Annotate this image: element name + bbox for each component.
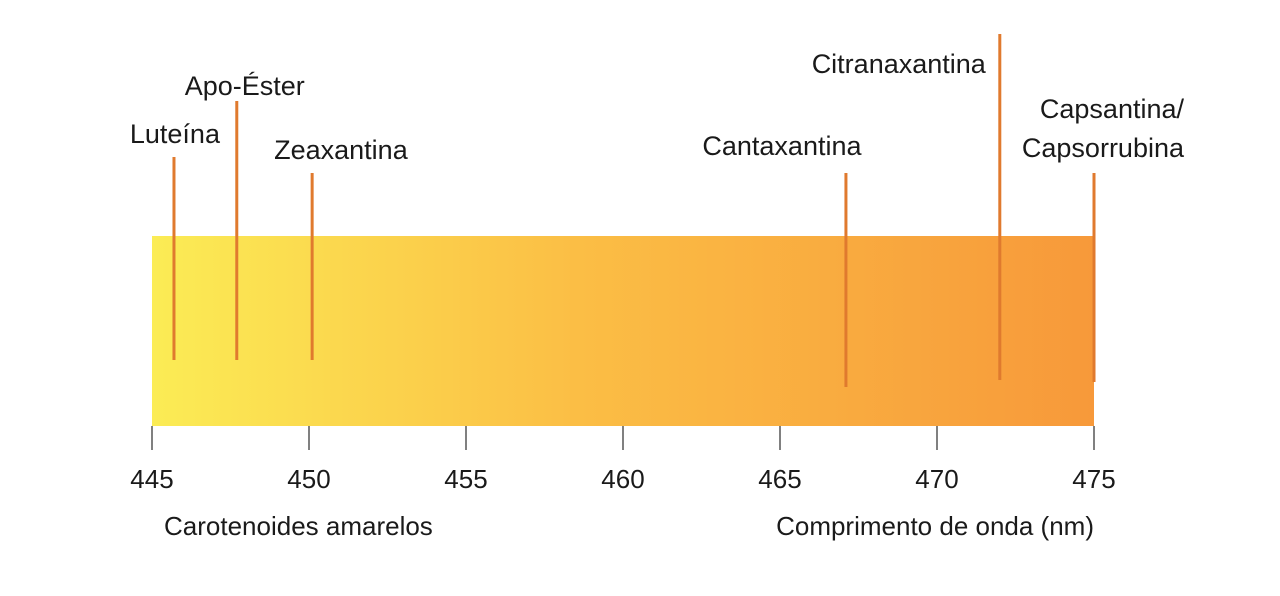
marker-label: Capsantina/ xyxy=(1040,94,1185,124)
marker-label-line2: Capsorrubina xyxy=(1022,133,1185,163)
tick-label: 445 xyxy=(130,464,173,494)
tick-label: 475 xyxy=(1072,464,1115,494)
left-caption: Carotenoides amarelos xyxy=(164,511,433,541)
marker-label: Cantaxantina xyxy=(702,131,862,161)
tick-label: 455 xyxy=(444,464,487,494)
tick-label: 470 xyxy=(915,464,958,494)
marker-label: Apo-Éster xyxy=(185,71,305,101)
tick-label: 450 xyxy=(287,464,330,494)
tick-label: 460 xyxy=(601,464,644,494)
axis-title: Comprimento de onda (nm) xyxy=(776,511,1094,541)
wavelength-axis: 445 450 455 460 465 470 475 xyxy=(130,426,1116,494)
wavelength-band xyxy=(152,236,1094,426)
tick-label: 465 xyxy=(758,464,801,494)
marker-label: Luteína xyxy=(130,119,221,149)
marker-label: Zeaxantina xyxy=(274,135,409,165)
marker-label: Citranaxantina xyxy=(812,49,987,79)
pigment-markers: Luteína Apo-Éster Zeaxantina Cantaxantina Ci… xyxy=(130,34,1185,387)
